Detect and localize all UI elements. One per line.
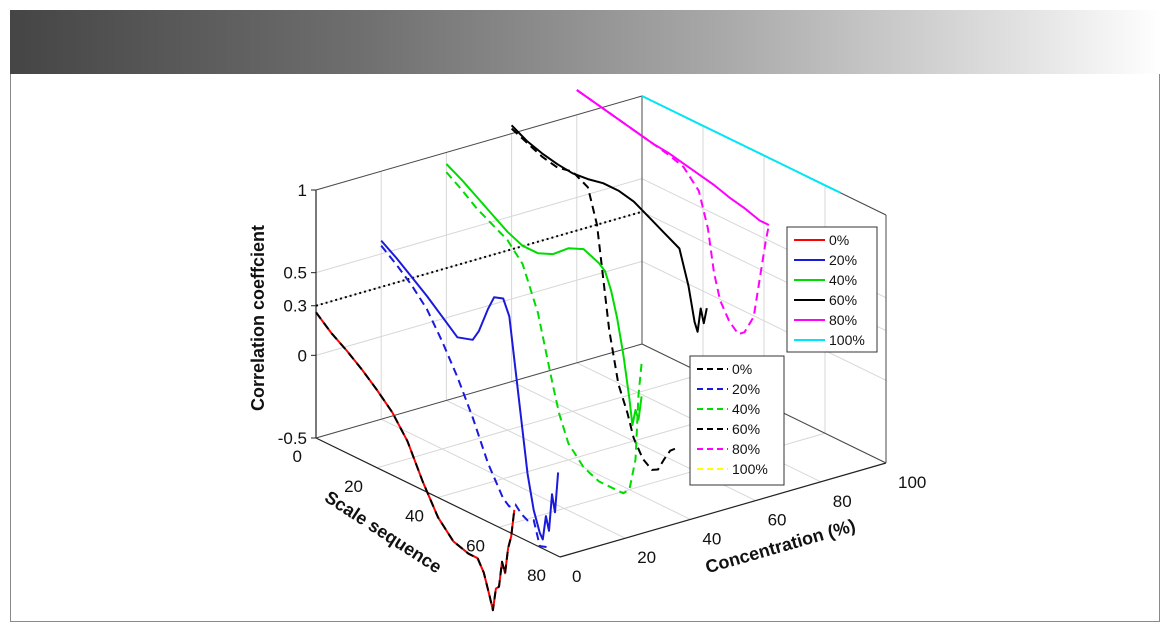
solid-series-20 xyxy=(380,239,560,541)
solid-series-0 xyxy=(315,311,516,612)
z-tick-label: 1 xyxy=(298,181,307,200)
dashed-series-20 xyxy=(380,244,550,549)
grid-line xyxy=(376,373,704,469)
z-tick-label: 0 xyxy=(298,346,307,365)
z-tick-label: 0.5 xyxy=(283,264,307,283)
legend-label: 40% xyxy=(732,401,760,417)
box-edge xyxy=(315,343,643,439)
y-tick-label: 100 xyxy=(898,473,926,492)
legend-box xyxy=(786,226,878,353)
box-edge xyxy=(315,95,643,191)
header-gradient-band xyxy=(10,10,1162,74)
y-axis-line xyxy=(559,462,887,558)
solid-legend: 0% 20% 40% 60% 80% 100% xyxy=(786,226,878,353)
x-tick-label: 40 xyxy=(405,507,424,526)
y-tick-label: 40 xyxy=(702,529,721,548)
figure-frame xyxy=(10,74,1160,622)
x-tick-label: 20 xyxy=(344,477,363,496)
dashed-series-60 xyxy=(510,127,680,471)
legend-label: 80% xyxy=(829,312,857,328)
x-axis-label: Scale sequence xyxy=(321,487,445,577)
legend-label: 20% xyxy=(732,381,760,397)
grid-line xyxy=(380,418,626,539)
x-tick-label: 60 xyxy=(466,536,485,555)
dashed-series-40 xyxy=(445,171,643,495)
solid-series-60 xyxy=(510,124,708,333)
grid-line xyxy=(315,178,643,274)
y-tick-label: 80 xyxy=(833,492,852,511)
x-tick-label: 80 xyxy=(527,566,546,585)
y-tick-label: 60 xyxy=(768,511,787,530)
grid-line xyxy=(315,260,643,356)
legend-label: 80% xyxy=(732,441,760,457)
legend-box xyxy=(689,355,785,486)
z-tick-label: -0.5 xyxy=(278,429,307,448)
solid-series-40 xyxy=(445,163,643,426)
legend-label: 60% xyxy=(829,292,857,308)
x-axis-line xyxy=(315,437,561,558)
legend-label: 0% xyxy=(829,232,849,248)
dashed-legend: 0% 20% 40% 60% 80% 100% xyxy=(689,355,785,486)
grid-line xyxy=(641,260,887,381)
legend-label: 100% xyxy=(732,461,768,477)
legend-label: 0% xyxy=(732,361,752,377)
x-tick-label: 0 xyxy=(293,447,302,466)
threshold-line xyxy=(315,210,643,307)
z-axis-label: Correlation coeffcient xyxy=(248,225,268,411)
legend-label: 40% xyxy=(829,272,857,288)
dashed-series-0 xyxy=(315,311,516,612)
y-tick-label: 20 xyxy=(637,548,656,567)
legend-label: 100% xyxy=(829,332,865,348)
grid-line xyxy=(446,399,691,520)
legend-label: 60% xyxy=(732,421,760,437)
solid-series-80 xyxy=(576,89,770,226)
z-tick-label: 0.3 xyxy=(283,297,307,316)
legend-label: 20% xyxy=(829,252,857,268)
y-tick-label: 0 xyxy=(572,567,581,586)
series-layer xyxy=(315,89,841,612)
solid-series-100 xyxy=(641,95,841,194)
legend-layer: 0% 20% 40% 60% 80% 100% 0% 20% 40% 60% 80% 100% xyxy=(689,226,878,486)
